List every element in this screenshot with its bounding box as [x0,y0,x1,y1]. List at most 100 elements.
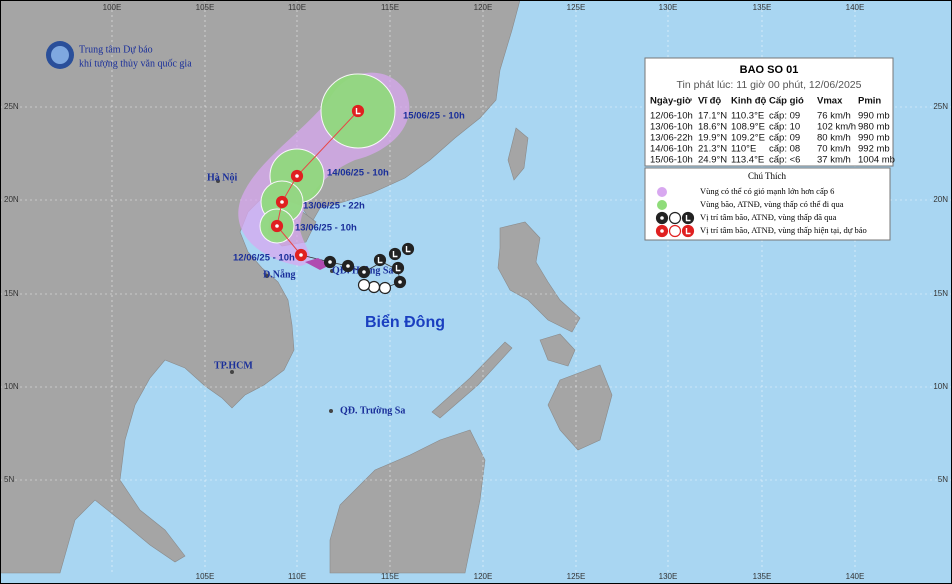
storm-symbol [357,278,371,292]
eye [328,260,332,264]
storm-symbol [668,224,682,238]
lat-label: 15N [933,289,948,298]
lat-label: 25N [933,102,948,111]
lon-label: 125E [567,572,586,581]
track-label: 12/06/25 - 10h [233,253,295,264]
eye [299,253,303,257]
lon-label: 105E [196,3,215,12]
table-cell: cấp: 09 [769,133,800,144]
low-mark [377,257,383,264]
low-mark [392,251,398,258]
low-mark [685,228,691,235]
column-header: Kinh độ [731,96,767,107]
sea-label: Biển Đông [365,313,445,331]
place-label: Đ.Nẵng [263,269,296,280]
lon-label: 120E [474,572,493,581]
eye [295,174,299,178]
eye [346,264,350,268]
column-header: Ngày-giờ [650,96,692,107]
table-cell: 110.3°E [731,111,764,122]
current-area [305,258,330,270]
table-cell: 15/06-10h [650,155,693,166]
table-cell: 113.4°E [731,155,764,166]
storm-symbol [351,104,365,118]
lon-label: 140E [846,3,865,12]
low-mark [685,215,691,222]
table-title: BAO SO 01 [740,64,799,76]
track-label: 15/06/25 - 10h [403,111,465,122]
agency-name: khí tượng thủy văn quốc gia [79,58,192,69]
column-header: Cấp gió [769,96,804,107]
lon-label: 135E [753,572,772,581]
table-cell: 21.3°N [698,144,727,155]
lat-label: 5N [938,475,948,484]
table-cell: 19.9°N [698,133,727,144]
table-cell: cấp: 10 [769,122,800,133]
table-cell: 1004 mb [858,155,895,166]
table-subtitle: Tin phát lúc: 11 giờ 00 phút, 12/06/2025 [677,79,862,91]
table-cell: 76 km/h [817,111,851,122]
table-cell: 13/06-22h [650,133,693,144]
table-cell: 992 mb [858,144,890,155]
table-cell: 12/06-10h [650,111,693,122]
lat-label: 10N [4,382,19,391]
table-cell: 108.9°E [731,122,765,133]
place-dot [265,274,269,278]
track-label: 13/06/25 - 22h [303,201,365,212]
agency-name: Trung tâm Dự báo [79,44,153,55]
eye [280,200,284,204]
table-cell: 990 mb [858,133,890,144]
table-cell: 17.1°N [698,111,727,122]
legend-item: Vùng bão, ATNĐ, vùng thấp có thể đi qua [700,199,844,209]
lon-label: 110E [288,3,306,12]
lat-label: 20N [933,195,948,204]
place-dot [330,269,334,273]
low-mark [405,246,411,253]
lon-label: 120E [474,3,493,12]
table-cell: cấp: 08 [769,144,800,155]
table-cell: 18.6°N [698,122,727,133]
legend-item: Vùng có thể có gió mạnh lớn hơn cấp 6 [700,186,834,196]
lat-label: 5N [4,475,14,484]
place-dot [230,370,234,374]
place-label: QĐ. Trường Sa [340,405,405,416]
storm-symbol [391,261,405,275]
column-header: Vĩ độ [698,96,721,107]
storm-symbol [681,211,695,225]
legend-swatch [657,187,667,197]
table-cell: 70 km/h [817,144,851,155]
lon-label: 115E [381,3,399,12]
place-dot [216,179,220,183]
lat-label: 20N [4,195,19,204]
storm-symbol [373,253,387,267]
lat-label: 25N [4,102,19,111]
table-cell: 109.2°E [731,133,765,144]
storm-symbol [401,242,415,256]
low-mark [355,108,361,115]
table-cell: 980 mb [858,122,890,133]
eye [660,229,664,233]
storm-symbol [367,280,381,294]
low-mark [395,265,401,272]
lat-label: 15N [4,289,19,298]
lat-label: 10N [933,382,948,391]
table-cell: 24.9°N [698,155,727,166]
lon-label: 130E [659,3,678,12]
place-label: Hà Nội [207,172,238,183]
legend-title: Chú Thích [748,171,787,181]
storm-symbol [681,224,695,238]
column-header: Vmax [817,96,843,107]
legend-item: Vị trí tâm bão, ATNĐ, vùng thấp đã qua [700,212,837,222]
lon-label: 135E [753,3,772,12]
info-table [644,57,894,167]
place-label: TP.HCM [214,360,253,371]
table-cell: 13/06-10h [650,122,693,133]
track-label: 13/06/25 - 10h [295,223,357,234]
storm-symbol [388,247,402,261]
column-header: Pmin [858,96,881,107]
table-cell: cấp: 09 [769,111,800,122]
place-dot [329,409,333,413]
lon-label: 125E [567,3,586,12]
lon-label: 115E [381,572,399,581]
